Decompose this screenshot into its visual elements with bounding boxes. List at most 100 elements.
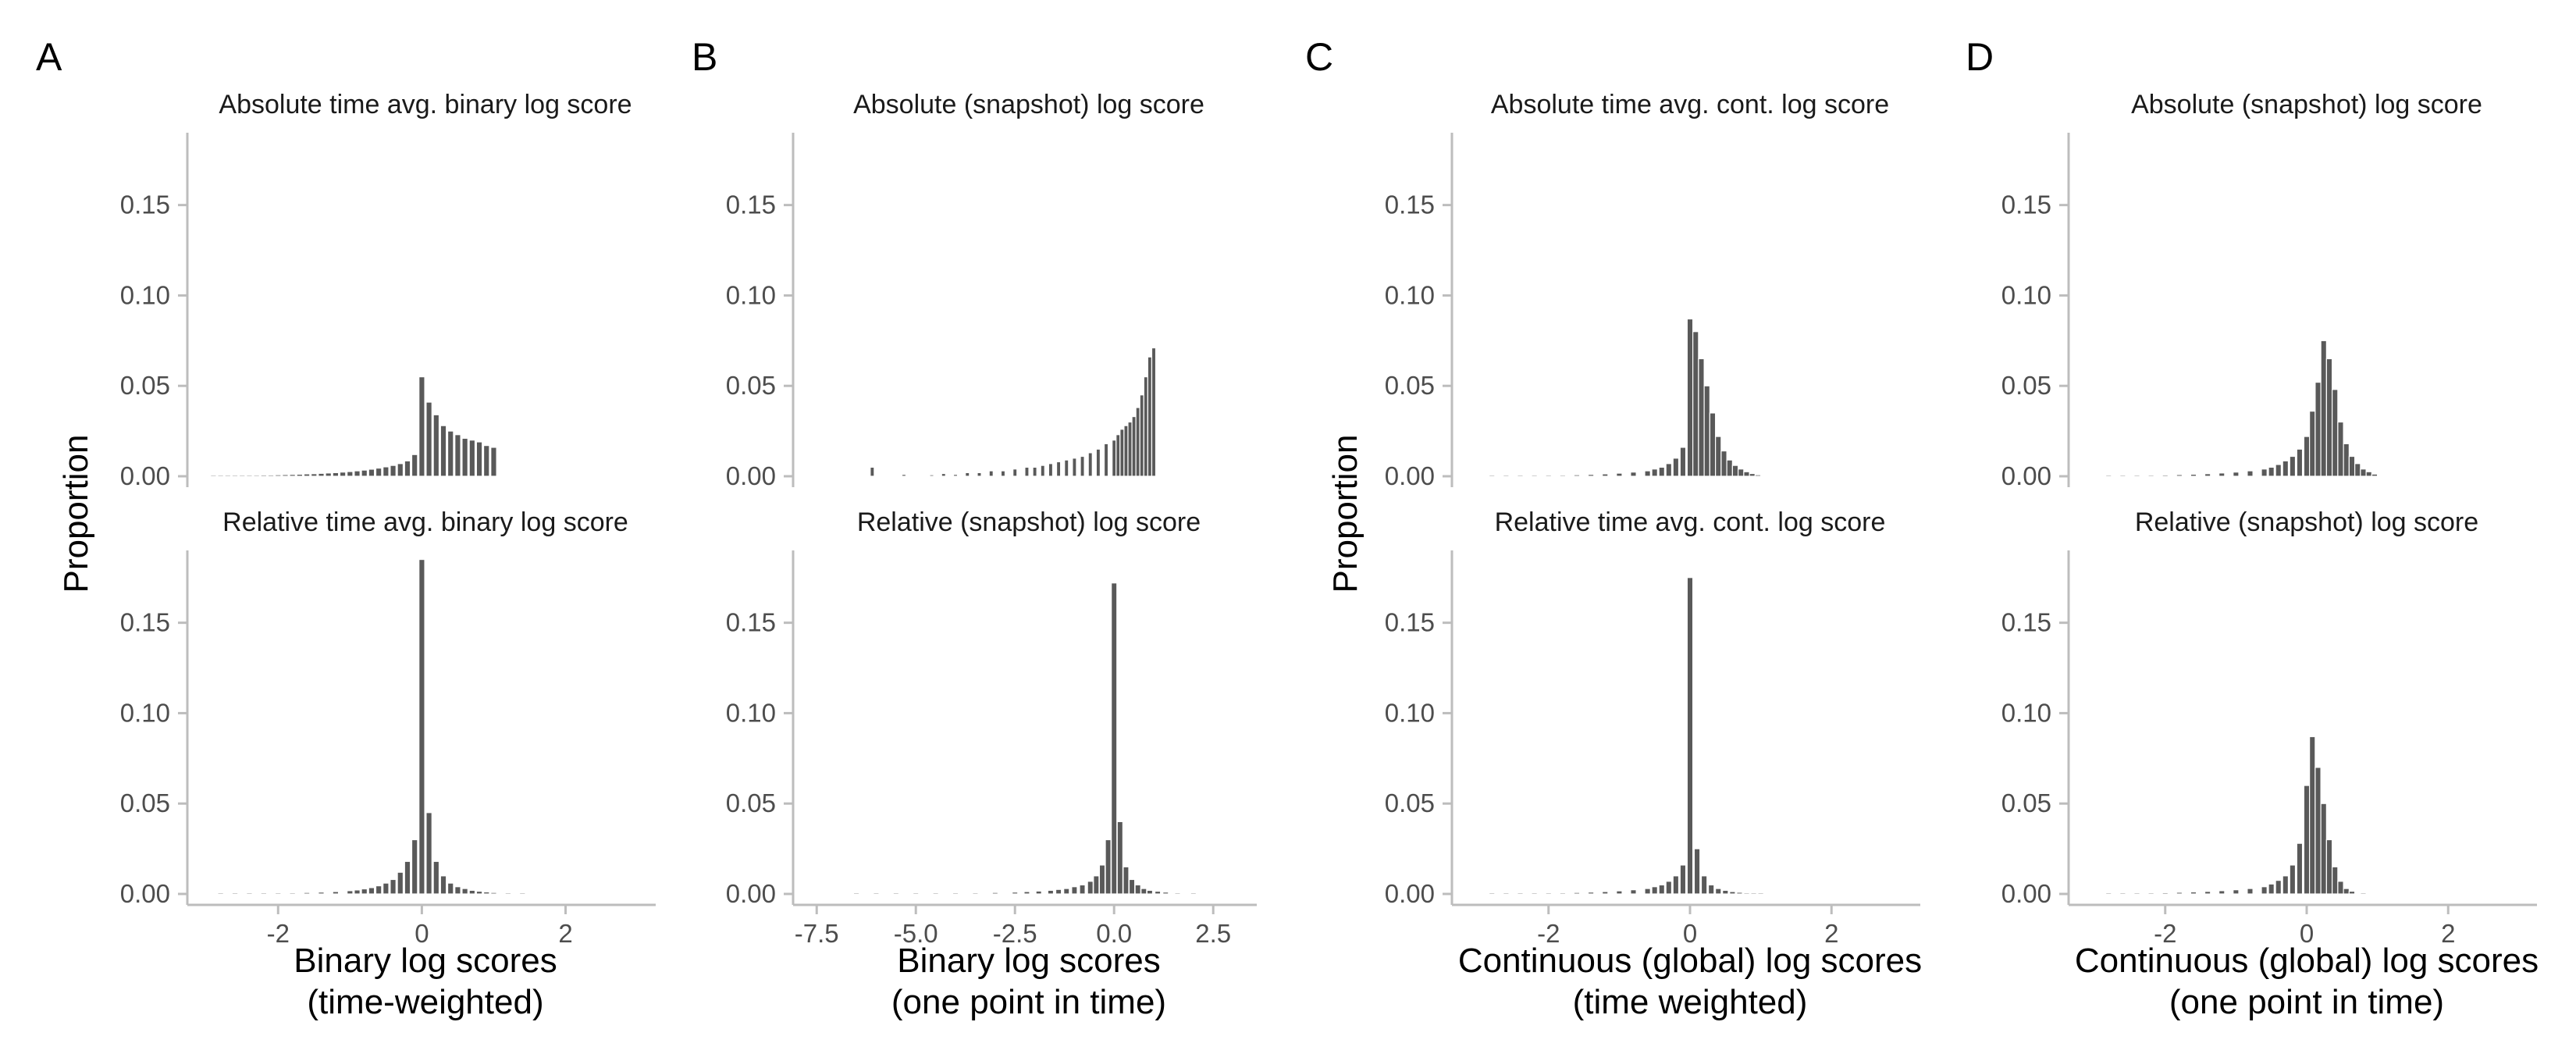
x-tick-label: 0: [415, 919, 429, 948]
histogram-bar: [1087, 452, 1093, 477]
histogram-bar: [382, 466, 390, 477]
histogram-bar: [260, 892, 268, 895]
histogram-bar: [1722, 889, 1729, 895]
histogram-bar: [1726, 459, 1733, 477]
histogram-bar: [2343, 888, 2350, 895]
histogram-bar: [2371, 473, 2379, 477]
histogram-bar: [432, 860, 440, 895]
histogram-bar: [2147, 892, 2154, 895]
histogram-bar: [461, 437, 468, 477]
histogram-bar: [1162, 892, 1169, 895]
histogram-bar: [1128, 878, 1136, 895]
histogram-bar: [1531, 892, 1538, 895]
histogram-bar: [2296, 842, 2304, 895]
histogram-bar: [274, 474, 282, 477]
y-tick-label: 0.10: [726, 280, 776, 309]
x-tick-label: -5.0: [894, 919, 938, 948]
histogram-bar: [1658, 884, 1665, 895]
histogram-bar: [1080, 455, 1085, 477]
x-tick-label: 2.5: [1195, 919, 1231, 948]
y-tick-label: 0.15: [2001, 608, 2051, 637]
histogram-bar: [1738, 468, 1745, 477]
histogram-bar: [2161, 474, 2169, 477]
histogram-bar: [901, 474, 907, 477]
facet-title-a-1: Absolute time avg. binary log score: [219, 90, 632, 119]
histogram-bar: [2348, 890, 2356, 895]
x-axis-title-a: Binary log scores: [294, 942, 557, 980]
histogram-bar: [977, 472, 982, 477]
y-tick-label: 0.00: [726, 461, 776, 490]
y-tick-label: 0.00: [120, 879, 170, 908]
histogram-bar: [913, 892, 920, 895]
histogram-bar: [447, 430, 454, 477]
x-axis-title-b: Binary log scores: [897, 942, 1160, 980]
histogram-bar: [217, 892, 224, 895]
histogram-bar: [1135, 407, 1140, 477]
histogram-bar: [1146, 889, 1154, 895]
histogram-bar: [303, 473, 311, 477]
facet-title-d-1: Absolute (snapshot) log score: [2131, 90, 2482, 119]
panel-letter-d: D: [1966, 35, 1994, 79]
histogram-bar: [282, 474, 289, 477]
histogram-bar: [1749, 472, 1756, 477]
histogram-bar: [318, 472, 325, 477]
histogram-bar: [2176, 474, 2183, 477]
histogram-bar: [2261, 468, 2268, 477]
y-tick-label: 0.00: [1385, 461, 1435, 490]
y-tick-label: 0.10: [120, 698, 170, 727]
histogram-bar: [2161, 892, 2169, 895]
y-tick-label: 0.00: [120, 461, 170, 490]
histogram-bar: [2190, 473, 2197, 477]
histogram-bar: [2354, 463, 2361, 477]
histogram-bar: [1111, 582, 1118, 895]
histogram-bar: [941, 472, 946, 477]
histogram-bar: [296, 473, 304, 477]
histogram-bar: [1127, 421, 1133, 477]
histogram-bar: [339, 472, 347, 477]
histogram-bar: [1573, 474, 1581, 477]
histogram-bar: [432, 414, 440, 477]
histogram-bar: [1686, 577, 1694, 895]
y-tick-label: 0.10: [1385, 280, 1435, 309]
y-tick-label: 0.05: [1385, 789, 1435, 817]
histogram-bar: [1517, 474, 1524, 477]
histogram-bar: [1115, 434, 1121, 477]
histogram-bar: [418, 376, 425, 477]
histogram-bar: [361, 888, 368, 895]
histogram-bar: [1644, 888, 1651, 895]
histogram-bar: [1517, 892, 1524, 895]
histogram-bar: [2325, 358, 2333, 477]
histogram-bar: [504, 892, 512, 895]
histogram-bar: [1503, 892, 1510, 895]
histogram-bar: [1048, 463, 1054, 477]
y-axis-title-c: Proportion: [1326, 434, 1364, 593]
histogram-bar: [1698, 358, 1705, 477]
histogram-bar: [2325, 839, 2333, 895]
histogram-bar: [361, 469, 368, 477]
histogram-bar: [1143, 376, 1148, 477]
histogram-bar: [2337, 881, 2344, 895]
histogram-bar: [1079, 884, 1086, 895]
y-axis-title-a: Proportion: [57, 434, 95, 593]
x-tick-label: 2: [1824, 919, 1838, 948]
x-axis-subtitle-a: (time-weighted): [307, 983, 543, 1021]
histogram-bar: [1693, 848, 1701, 895]
histogram-bar: [2147, 474, 2154, 477]
x-tick-label: -7.5: [795, 919, 839, 948]
histogram-bar: [1012, 468, 1018, 477]
histogram-bar: [468, 440, 476, 477]
y-tick-label: 0.05: [1385, 371, 1435, 400]
histogram-bar: [1154, 890, 1162, 895]
histogram-bar: [1190, 892, 1197, 895]
x-tick-label: 2: [2441, 919, 2455, 948]
histogram-bar: [1545, 892, 1552, 895]
histogram-bar: [397, 871, 404, 895]
histogram-bar: [1055, 461, 1062, 477]
y-tick-label: 0.10: [2001, 698, 2051, 727]
histogram-bar: [2314, 381, 2322, 477]
histogram-bar: [375, 467, 382, 477]
histogram-bar: [952, 474, 959, 477]
histogram-bar: [354, 470, 361, 477]
y-tick-label: 0.15: [726, 191, 776, 219]
histogram-bar: [425, 812, 432, 895]
